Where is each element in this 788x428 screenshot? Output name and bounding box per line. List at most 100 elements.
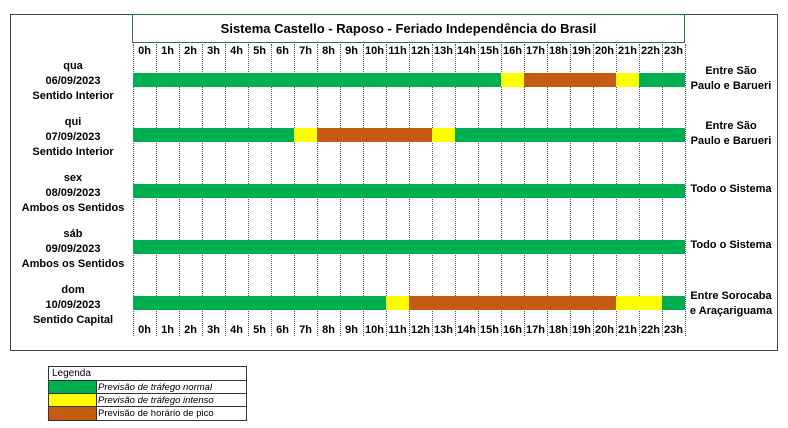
hour-label: 0h [138,45,151,57]
hour-cell-normal [524,128,548,142]
hour-label: 1h [161,45,174,57]
hour-cell-normal [133,73,157,87]
hour-cell-pico [317,128,341,142]
day-weekday: sáb [63,228,83,240]
hour-label: 20h [595,45,614,57]
hour-cell-intenso [639,296,663,310]
hour-cell-normal [547,184,571,198]
hour-cell-normal [179,296,203,310]
hour-cell-normal [179,240,203,254]
hour-cell-normal [639,184,663,198]
hour-cell-pico [547,73,571,87]
hour-cell-normal [225,296,249,310]
hour-cell-normal [501,240,525,254]
hour-cell-pico [386,128,410,142]
hour-cell-pico [524,73,548,87]
region-line: Entre São [705,65,757,77]
hour-label: 12h [411,45,430,57]
hour-cell-normal [386,240,410,254]
hour-cell-normal [501,184,525,198]
hour-cell-normal [225,240,249,254]
hour-cell-normal [363,184,387,198]
hour-cell-normal [133,296,157,310]
hour-cell-normal [340,73,364,87]
legend-swatch-intenso [49,394,97,407]
region-label: Todo o Sistema [686,238,776,253]
hour-cell-normal [294,296,318,310]
hour-label: 11h [388,45,407,57]
hour-label: 4h [230,45,243,57]
hour-cell-normal [386,184,410,198]
hour-cell-pico [501,296,525,310]
hour-label: 1h [161,324,174,336]
hour-cell-normal [455,128,479,142]
hour-cell-intenso [501,73,525,87]
region-line: Paulo e Barueri [690,135,772,147]
day-direction: Sentido Interior [32,146,114,158]
legend-label: Previsão de tráfego normal [98,382,213,393]
day-direction: Ambos os Sentidos [21,202,125,214]
hour-label: 13h [434,324,453,336]
hour-cell-normal [478,184,502,198]
day-date: 10/09/2023 [45,299,101,311]
legend-title: Legenda [52,368,91,379]
day-weekday: qui [64,116,82,128]
hour-cell-pico [570,296,594,310]
hour-cell-normal [478,240,502,254]
grid-line [685,44,686,336]
hour-cell-intenso [294,128,318,142]
hour-cell-normal [156,73,180,87]
hour-cell-normal [294,240,318,254]
hour-label: 15h [480,324,499,336]
hour-label: 23h [664,324,683,336]
hour-cell-normal [363,240,387,254]
hour-cell-normal [639,73,663,87]
hour-label: 8h [322,324,335,336]
page-title: Sistema Castello - Raposo - Feriado Inde… [132,14,685,43]
day-weekday: sex [63,172,83,184]
hour-cell-pico [593,73,617,87]
hour-cell-normal [432,73,456,87]
hour-cell-normal [547,240,571,254]
hour-cell-normal [662,128,685,142]
legend-label: Previsão de tráfego intenso [98,395,214,406]
hour-label: 19h [572,324,591,336]
hour-cell-normal [616,240,640,254]
hour-cell-normal [156,184,180,198]
hour-cell-normal [156,128,180,142]
hour-header-bottom: 0h 1h 2h 3h 4h 5h 6h 7h 8h 9h 10h 11h 12h 13h 14h 15h 16… [133,322,685,338]
hour-cell-normal [202,240,226,254]
hour-cell-normal [179,184,203,198]
traffic-bar [133,296,685,310]
hour-cell-normal [662,240,685,254]
hour-cell-normal [662,184,685,198]
day-weekday: dom [61,284,85,296]
hour-cell-normal [570,128,594,142]
region-label: Entre Sorocaba e Araçariguama [686,289,776,319]
hour-cell-normal [547,128,571,142]
hour-cell-normal [202,296,226,310]
region-label: Todo o Sistema [686,182,776,197]
hour-cell-normal [455,184,479,198]
hour-cell-normal [294,73,318,87]
hour-cell-pico [593,296,617,310]
hour-cell-normal [363,296,387,310]
hour-cell-normal [317,73,341,87]
hour-cell-normal [294,184,318,198]
hour-label: 5h [253,324,266,336]
legend-item: Previsão de horário de pico [49,406,247,420]
hour-cell-pico [524,296,548,310]
hour-label: 19h [572,45,591,57]
hour-label: 11h [388,324,407,336]
hour-cell-normal [202,184,226,198]
hour-cell-normal [271,128,295,142]
region-label: Entre São Paulo e Barueri [686,119,776,149]
hour-cell-normal [225,128,249,142]
hour-cell-normal [409,73,433,87]
hour-cell-normal [524,184,548,198]
hour-cell-normal [248,128,272,142]
hour-cell-normal [248,296,272,310]
hour-cell-pico [363,128,387,142]
hour-label: 18h [549,45,568,57]
day-date: 07/09/2023 [45,131,101,143]
